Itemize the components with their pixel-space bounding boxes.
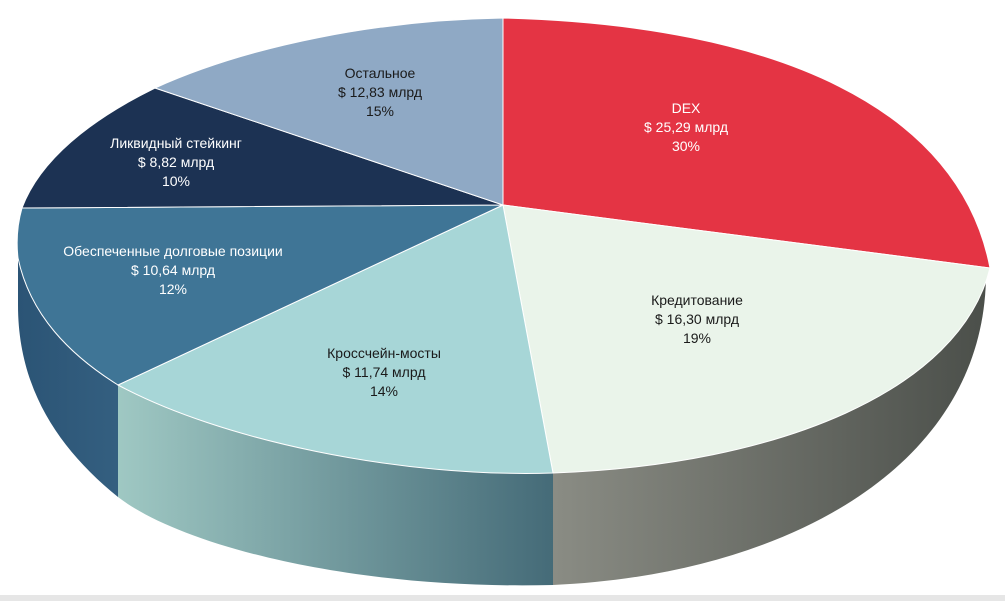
label-kreditovanie: Кредитование $ 16,30 млрд 19%: [651, 292, 743, 346]
label-likvidnyi-name: Ликвидный стейкинг: [110, 135, 242, 151]
slice-obespechennye: [16, 204, 504, 386]
label-dex-name: DEX: [672, 100, 701, 116]
label-krosschein: Кроссчейн-мосты $ 11,74 млрд 14%: [327, 345, 441, 399]
label-kreditovanie-percent: 19%: [683, 330, 711, 346]
label-ostalnoe-value: $ 12,83 млрд: [338, 84, 422, 100]
label-likvidnyi: Ликвидный стейкинг $ 8,82 млрд 10%: [110, 135, 242, 189]
slice-labels: DEX $ 25,29 млрд 30% Кредитование $ 16,3…: [63, 65, 743, 399]
label-obespechennye-percent: 12%: [159, 281, 187, 297]
slice-kreditovanie: [502, 204, 991, 474]
slice-ostalnoe: [153, 17, 504, 206]
label-likvidnyi-value: $ 8,82 млрд: [138, 154, 214, 170]
label-ostalnoe-percent: 15%: [366, 103, 394, 119]
side-obespechennye: [18, 258, 118, 497]
label-dex: DEX $ 25,29 млрд 30%: [644, 100, 728, 154]
label-obespechennye: Обеспеченные долговые позиции $ 10,64 мл…: [63, 243, 282, 297]
label-dex-value: $ 25,29 млрд: [644, 119, 728, 135]
label-obespechennye-name: Обеспеченные долговые позиции: [63, 243, 282, 259]
label-kreditovanie-value: $ 16,30 млрд: [655, 311, 739, 327]
label-obespechennye-value: $ 10,64 млрд: [131, 262, 215, 278]
label-likvidnyi-percent: 10%: [162, 173, 190, 189]
side-krosschein: [118, 385, 553, 586]
slice-krosschein: [116, 204, 554, 474]
label-kreditovanie-name: Кредитование: [651, 292, 743, 308]
label-krosschein-name: Кроссчейн-мосты: [327, 345, 441, 361]
label-krosschein-value: $ 11,74 млрд: [343, 364, 426, 380]
label-ostalnoe: Остальное $ 12,83 млрд 15%: [338, 65, 422, 119]
slice-dex: [502, 17, 991, 269]
label-dex-percent: 30%: [672, 138, 700, 154]
label-ostalnoe-name: Остальное: [345, 65, 416, 81]
pie-top: [16, 17, 991, 474]
bottom-divider: [0, 595, 1005, 601]
label-krosschein-percent: 14%: [370, 383, 398, 399]
slice-likvidnyi: [21, 87, 504, 209]
